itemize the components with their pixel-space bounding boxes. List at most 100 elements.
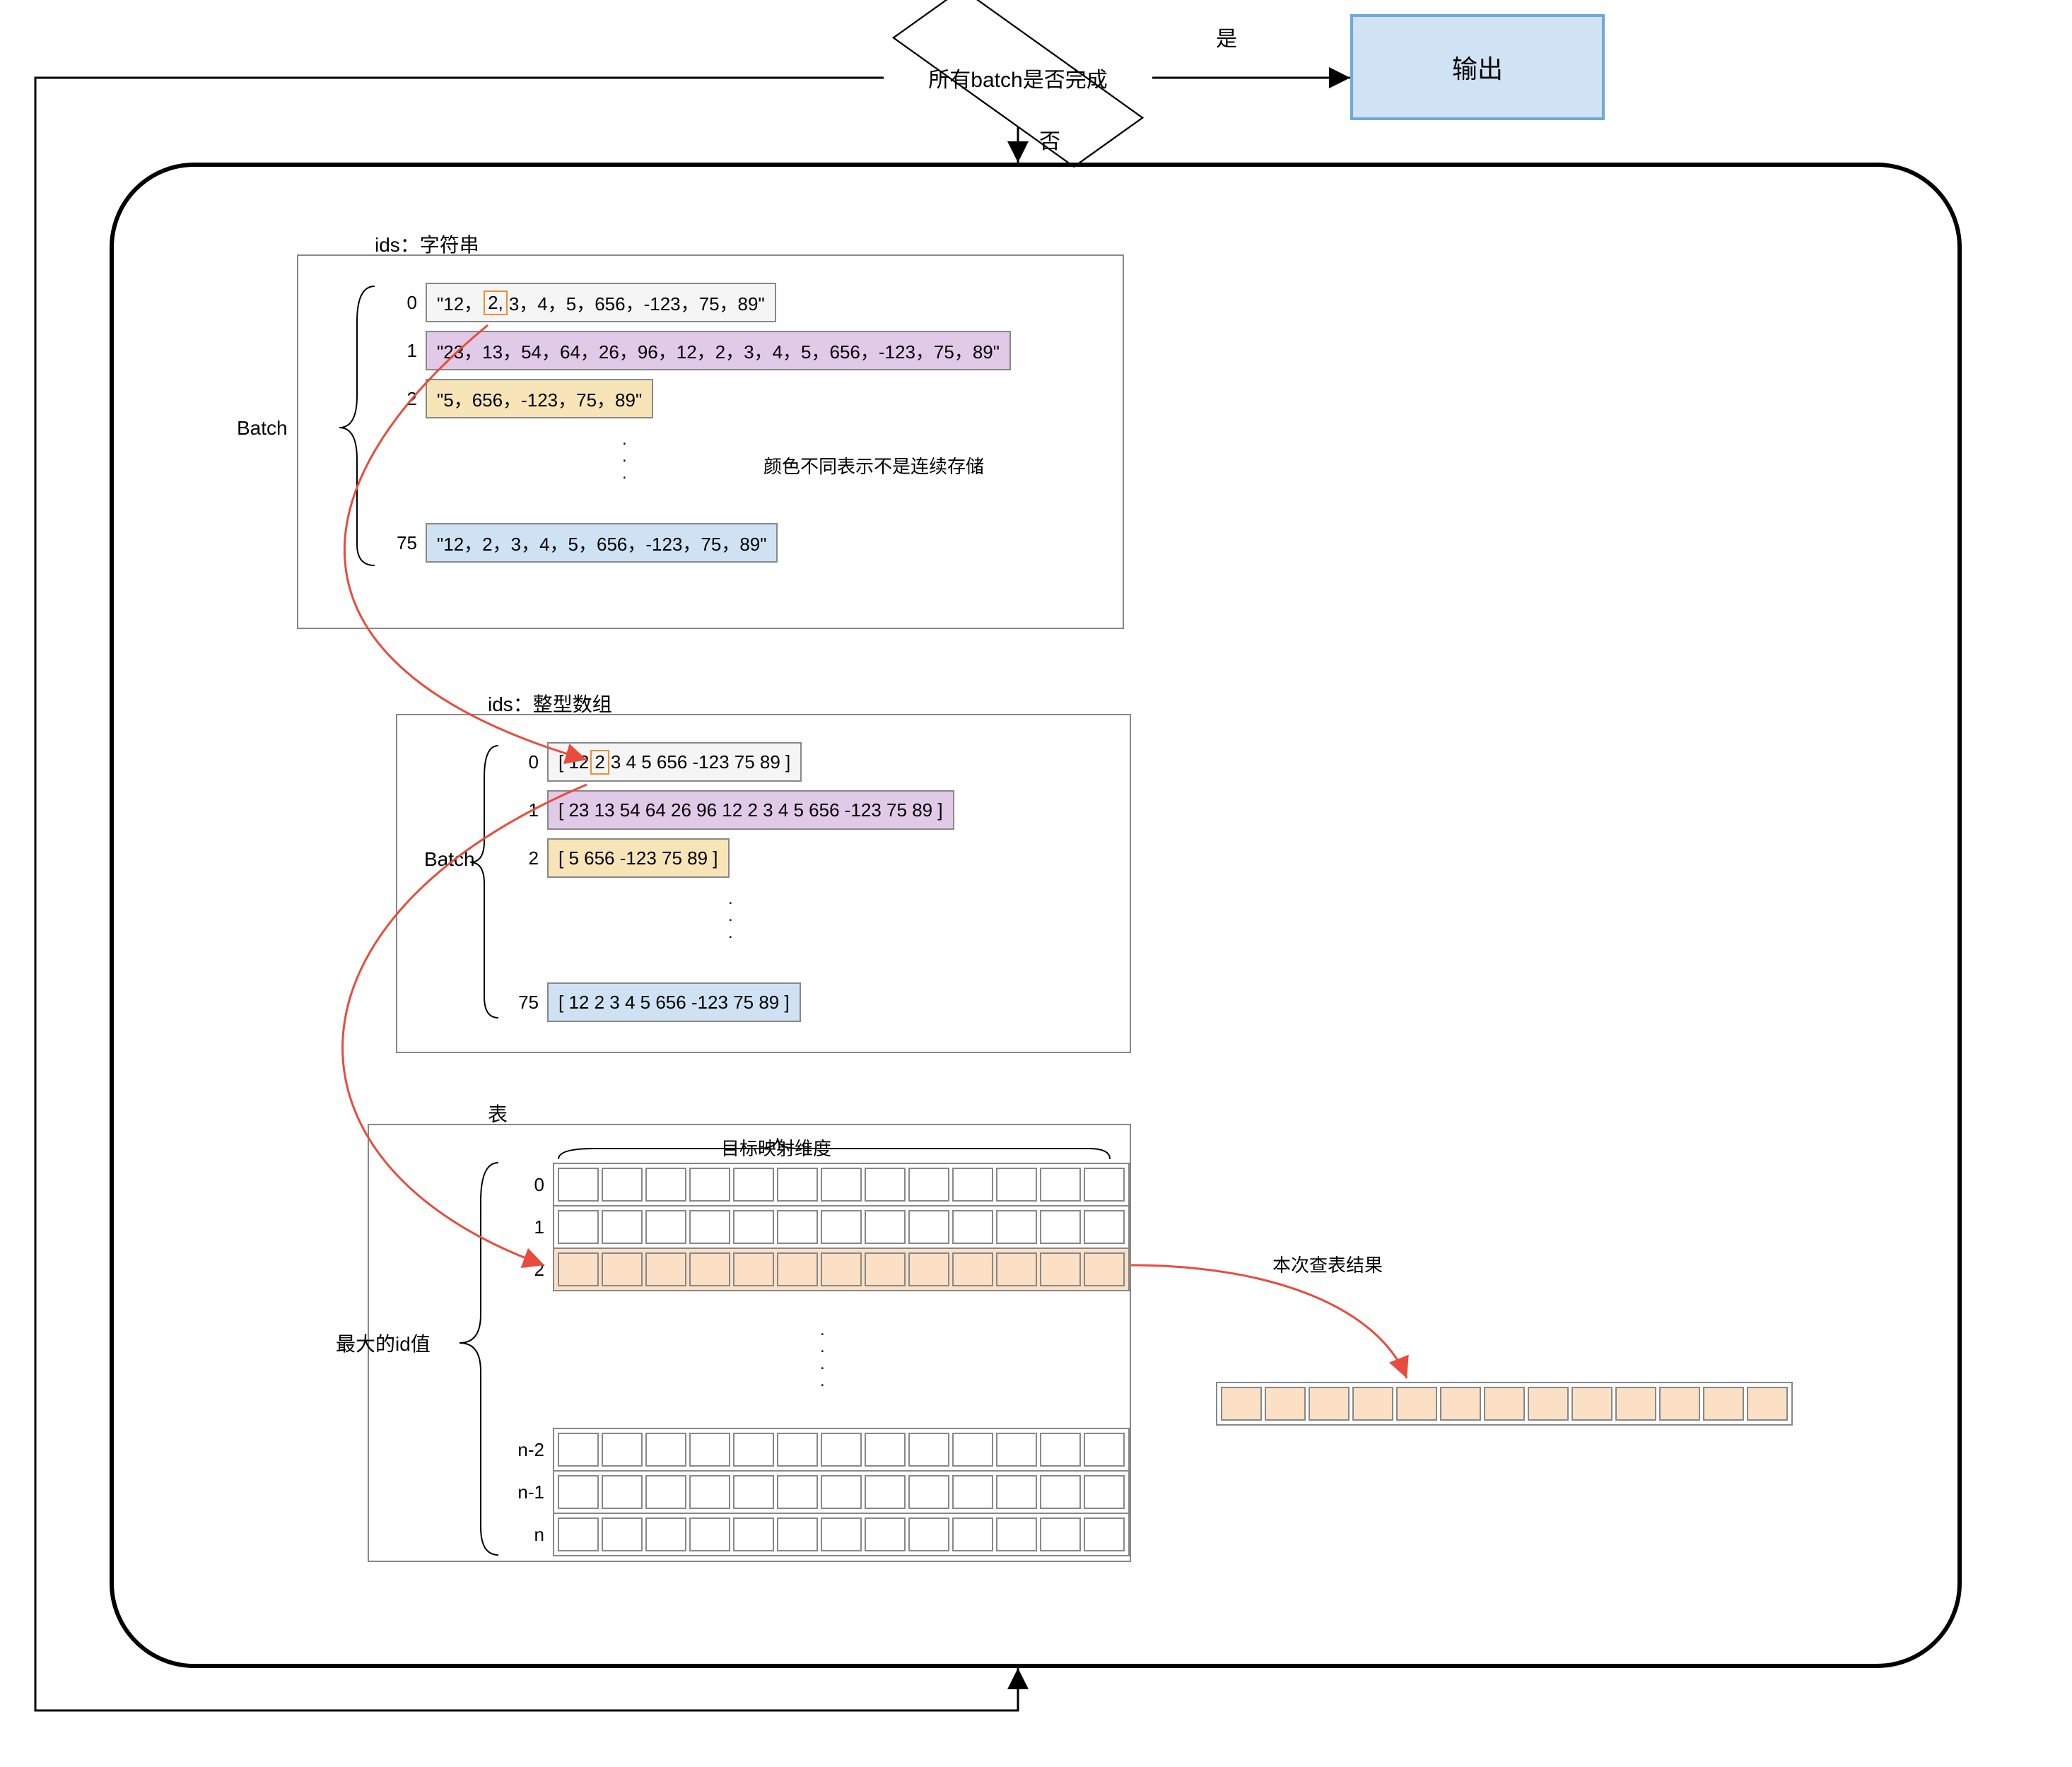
table-cell xyxy=(952,1517,993,1551)
result-cell xyxy=(1571,1387,1612,1421)
table-cell xyxy=(908,1252,949,1286)
table-result-label: 本次查表结果 xyxy=(1272,1251,1383,1277)
edge-no-label: 否 xyxy=(1039,124,1060,155)
table-row: 2 xyxy=(495,1248,1130,1291)
table-cell xyxy=(996,1252,1037,1286)
section1-hl-cell: 2, xyxy=(484,290,508,315)
section2-row-0: 0 [ 12 2 3 4 5 656 -123 75 89 ] xyxy=(503,742,802,782)
section1-batch-label: Batch xyxy=(237,417,288,440)
table-row: n xyxy=(495,1513,1130,1556)
table-maxid-label: 最大的id值 xyxy=(336,1329,431,1357)
output-box: 输出 xyxy=(1350,14,1605,120)
table-cell xyxy=(865,1475,906,1509)
table-cell xyxy=(558,1252,599,1286)
table-cell xyxy=(602,1252,643,1286)
table-cell xyxy=(733,1433,774,1467)
table-cell xyxy=(777,1210,818,1244)
decision-diamond: 所有batch是否完成 xyxy=(884,28,1152,127)
table-cell xyxy=(908,1168,949,1202)
table-dim-label: 目标映射维度 xyxy=(721,1134,831,1161)
section2-row-75: 75 [ 12 2 3 4 5 656 -123 75 89 ] xyxy=(503,982,801,1022)
table-cell xyxy=(645,1475,686,1509)
table-cell xyxy=(777,1433,818,1467)
result-cell xyxy=(1309,1387,1350,1421)
section1-row-75: 75 "12，2，3，4，5，656，-123，75，89" xyxy=(382,523,778,563)
table-cell xyxy=(689,1517,730,1551)
table-cell xyxy=(996,1168,1037,1202)
table-cell xyxy=(602,1433,643,1467)
table-cell xyxy=(1084,1168,1125,1202)
table-cell xyxy=(821,1210,862,1244)
table-row: n-2 xyxy=(495,1428,1130,1472)
section2-hl-cell: 2 xyxy=(590,750,609,775)
table-row: 0 xyxy=(495,1163,1130,1207)
table-cell xyxy=(908,1210,949,1244)
table-cell xyxy=(996,1475,1037,1509)
table-row: n-1 xyxy=(495,1470,1130,1514)
table-cell xyxy=(733,1252,774,1286)
result-cell xyxy=(1352,1387,1393,1421)
table-dots: .... xyxy=(820,1322,826,1390)
table-cell xyxy=(821,1168,862,1202)
table-cell xyxy=(777,1517,818,1551)
table-cell xyxy=(689,1168,730,1202)
result-cell xyxy=(1703,1387,1744,1421)
table-cell xyxy=(952,1210,993,1244)
table-cell xyxy=(952,1168,993,1202)
table-cell xyxy=(645,1433,686,1467)
table-cell xyxy=(558,1517,599,1551)
result-row xyxy=(1216,1382,1793,1426)
table-cell xyxy=(865,1168,906,1202)
section1-dots: ... xyxy=(622,431,628,482)
section2-dots: ... xyxy=(728,891,734,941)
section1-row-0: 0 "12， 2, 3，4，5，656，-123，75，89" xyxy=(382,283,776,322)
result-cell xyxy=(1396,1387,1437,1421)
table-cell xyxy=(908,1517,949,1551)
result-cell xyxy=(1440,1387,1481,1421)
table-cell xyxy=(821,1252,862,1286)
table-cell xyxy=(602,1475,643,1509)
table-cell xyxy=(558,1210,599,1244)
table-cell xyxy=(645,1210,686,1244)
section2-batch-label: Batch xyxy=(424,848,475,871)
table-cell xyxy=(689,1475,730,1509)
section2-title: ids：整型数组 xyxy=(488,689,612,717)
table-cell xyxy=(821,1475,862,1509)
table-title: 表 xyxy=(488,1099,508,1127)
table-cell xyxy=(952,1252,993,1286)
table-cell xyxy=(996,1210,1037,1244)
section1-row-2: 2 "5，656，-123，75，89" xyxy=(382,379,653,418)
table-cell xyxy=(558,1475,599,1509)
table-cell xyxy=(602,1168,643,1202)
table-cell xyxy=(777,1252,818,1286)
section1-title: ids：字符串 xyxy=(375,230,479,258)
table-cell xyxy=(1040,1517,1081,1551)
table-cell xyxy=(733,1168,774,1202)
table-cell xyxy=(1040,1168,1081,1202)
result-cell xyxy=(1221,1387,1262,1421)
table-cell xyxy=(996,1433,1037,1467)
table-cell xyxy=(558,1168,599,1202)
result-cell xyxy=(1747,1387,1788,1421)
table-cell xyxy=(952,1433,993,1467)
result-cell xyxy=(1615,1387,1656,1421)
output-label: 输出 xyxy=(1452,49,1503,86)
table-cell xyxy=(689,1433,730,1467)
table-cell xyxy=(733,1475,774,1509)
table-cell xyxy=(821,1433,862,1467)
table-cell xyxy=(1084,1252,1125,1286)
table-cell xyxy=(645,1517,686,1551)
table-cell xyxy=(602,1517,643,1551)
table-cell xyxy=(1084,1475,1125,1509)
table-cell xyxy=(777,1475,818,1509)
table-cell xyxy=(908,1475,949,1509)
table-cell xyxy=(1040,1210,1081,1244)
result-cell xyxy=(1484,1387,1525,1421)
table-cell xyxy=(645,1252,686,1286)
table-cell xyxy=(689,1210,730,1244)
table-cell xyxy=(908,1433,949,1467)
table-cell xyxy=(865,1210,906,1244)
result-cell xyxy=(1659,1387,1700,1421)
table-cell xyxy=(733,1517,774,1551)
decision-label: 所有batch是否完成 xyxy=(928,62,1107,93)
